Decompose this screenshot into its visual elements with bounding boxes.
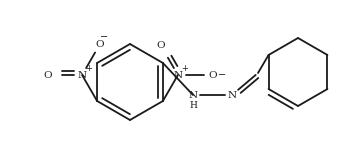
- Text: O: O: [44, 70, 52, 79]
- Text: O: O: [209, 70, 217, 79]
- Text: +: +: [181, 63, 188, 73]
- Text: N: N: [189, 90, 198, 99]
- Text: N: N: [77, 70, 87, 79]
- Text: N: N: [173, 70, 182, 79]
- Text: O: O: [95, 40, 104, 49]
- Text: −: −: [100, 32, 108, 42]
- Text: H: H: [189, 100, 197, 110]
- Text: +: +: [86, 63, 93, 73]
- Text: −: −: [218, 70, 226, 80]
- Text: N: N: [227, 90, 236, 99]
- Text: O: O: [157, 41, 165, 50]
